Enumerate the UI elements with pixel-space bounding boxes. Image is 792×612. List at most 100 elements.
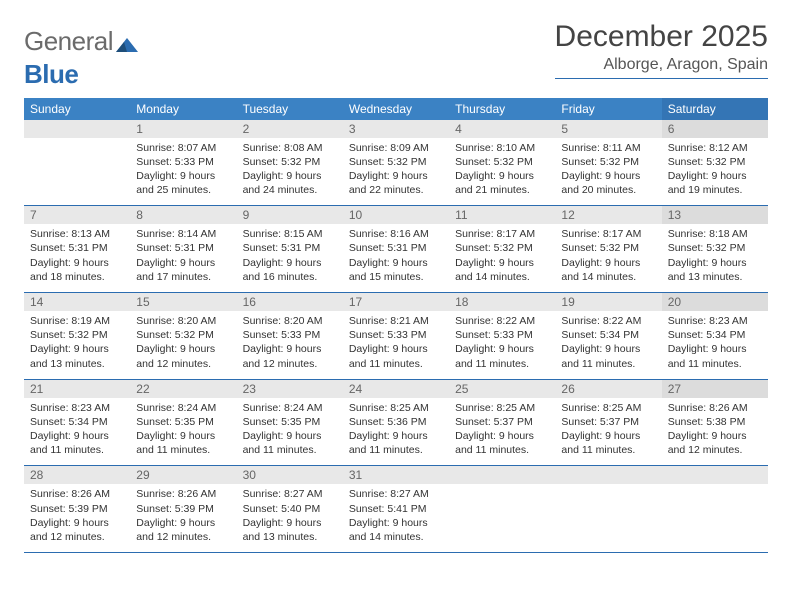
day-number: 11 (449, 206, 555, 224)
day-cell (24, 120, 130, 206)
daylight-line: Daylight: 9 hours and 14 minutes. (349, 516, 443, 544)
sunrise-line: Sunrise: 8:23 AM (30, 401, 124, 415)
day-number: 22 (130, 380, 236, 398)
sunset-line: Sunset: 5:40 PM (243, 502, 337, 516)
day-body: Sunrise: 8:23 AMSunset: 5:34 PMDaylight:… (662, 311, 768, 379)
day-body: Sunrise: 8:25 AMSunset: 5:37 PMDaylight:… (449, 398, 555, 466)
day-cell (662, 466, 768, 553)
dayhead-friday: Friday (555, 98, 661, 120)
day-number: 7 (24, 206, 130, 224)
day-number (24, 120, 130, 138)
day-cell: 29Sunrise: 8:26 AMSunset: 5:39 PMDayligh… (130, 466, 236, 553)
sunrise-line: Sunrise: 8:25 AM (561, 401, 655, 415)
sunset-line: Sunset: 5:34 PM (30, 415, 124, 429)
day-cell: 28Sunrise: 8:26 AMSunset: 5:39 PMDayligh… (24, 466, 130, 553)
brand-text: GeneralBlue (24, 26, 138, 90)
sunrise-line: Sunrise: 8:08 AM (243, 141, 337, 155)
day-body: Sunrise: 8:19 AMSunset: 5:32 PMDaylight:… (24, 311, 130, 379)
sunrise-line: Sunrise: 8:13 AM (30, 227, 124, 241)
sunrise-line: Sunrise: 8:26 AM (30, 487, 124, 501)
day-cell: 17Sunrise: 8:21 AMSunset: 5:33 PMDayligh… (343, 293, 449, 380)
day-number: 10 (343, 206, 449, 224)
sunrise-line: Sunrise: 8:22 AM (455, 314, 549, 328)
day-cell: 25Sunrise: 8:25 AMSunset: 5:37 PMDayligh… (449, 379, 555, 466)
day-body: Sunrise: 8:20 AMSunset: 5:33 PMDaylight:… (237, 311, 343, 379)
daylight-line: Daylight: 9 hours and 22 minutes. (349, 169, 443, 197)
day-cell: 8Sunrise: 8:14 AMSunset: 5:31 PMDaylight… (130, 206, 236, 293)
sunset-line: Sunset: 5:31 PM (349, 241, 443, 255)
sunset-line: Sunset: 5:35 PM (243, 415, 337, 429)
daylight-line: Daylight: 9 hours and 11 minutes. (243, 429, 337, 457)
day-cell: 19Sunrise: 8:22 AMSunset: 5:34 PMDayligh… (555, 293, 661, 380)
sunrise-line: Sunrise: 8:17 AM (455, 227, 549, 241)
sunset-line: Sunset: 5:41 PM (349, 502, 443, 516)
day-number: 20 (662, 293, 768, 311)
day-number: 15 (130, 293, 236, 311)
sunset-line: Sunset: 5:39 PM (30, 502, 124, 516)
day-number: 23 (237, 380, 343, 398)
calendar-table: SundayMondayTuesdayWednesdayThursdayFrid… (24, 98, 768, 553)
day-number: 5 (555, 120, 661, 138)
day-number: 28 (24, 466, 130, 484)
day-cell: 23Sunrise: 8:24 AMSunset: 5:35 PMDayligh… (237, 379, 343, 466)
sunrise-line: Sunrise: 8:09 AM (349, 141, 443, 155)
day-body (555, 484, 661, 544)
daylight-line: Daylight: 9 hours and 11 minutes. (349, 342, 443, 370)
day-cell: 12Sunrise: 8:17 AMSunset: 5:32 PMDayligh… (555, 206, 661, 293)
day-cell: 22Sunrise: 8:24 AMSunset: 5:35 PMDayligh… (130, 379, 236, 466)
dayhead-tuesday: Tuesday (237, 98, 343, 120)
sunrise-line: Sunrise: 8:21 AM (349, 314, 443, 328)
day-number: 8 (130, 206, 236, 224)
sunrise-line: Sunrise: 8:19 AM (30, 314, 124, 328)
daylight-line: Daylight: 9 hours and 21 minutes. (455, 169, 549, 197)
day-body: Sunrise: 8:18 AMSunset: 5:32 PMDaylight:… (662, 224, 768, 292)
header: GeneralBlue December 2025 Alborge, Arago… (24, 20, 768, 90)
sunset-line: Sunset: 5:32 PM (561, 241, 655, 255)
day-number (555, 466, 661, 484)
daylight-line: Daylight: 9 hours and 11 minutes. (561, 429, 655, 457)
sunrise-line: Sunrise: 8:20 AM (243, 314, 337, 328)
day-body: Sunrise: 8:27 AMSunset: 5:41 PMDaylight:… (343, 484, 449, 552)
day-body: Sunrise: 8:22 AMSunset: 5:33 PMDaylight:… (449, 311, 555, 379)
day-cell: 10Sunrise: 8:16 AMSunset: 5:31 PMDayligh… (343, 206, 449, 293)
sunset-line: Sunset: 5:33 PM (136, 155, 230, 169)
dayhead-wednesday: Wednesday (343, 98, 449, 120)
sunset-line: Sunset: 5:32 PM (243, 155, 337, 169)
day-body (449, 484, 555, 544)
day-body: Sunrise: 8:12 AMSunset: 5:32 PMDaylight:… (662, 138, 768, 206)
day-number: 4 (449, 120, 555, 138)
sunrise-line: Sunrise: 8:25 AM (349, 401, 443, 415)
sunset-line: Sunset: 5:39 PM (136, 502, 230, 516)
day-number: 29 (130, 466, 236, 484)
day-body: Sunrise: 8:16 AMSunset: 5:31 PMDaylight:… (343, 224, 449, 292)
sunset-line: Sunset: 5:34 PM (668, 328, 762, 342)
day-number: 12 (555, 206, 661, 224)
day-cell: 4Sunrise: 8:10 AMSunset: 5:32 PMDaylight… (449, 120, 555, 206)
daylight-line: Daylight: 9 hours and 12 minutes. (243, 342, 337, 370)
day-number: 27 (662, 380, 768, 398)
day-number: 3 (343, 120, 449, 138)
day-cell: 14Sunrise: 8:19 AMSunset: 5:32 PMDayligh… (24, 293, 130, 380)
daylight-line: Daylight: 9 hours and 12 minutes. (668, 429, 762, 457)
day-number: 26 (555, 380, 661, 398)
sunrise-line: Sunrise: 8:26 AM (668, 401, 762, 415)
brand-part1: General (24, 26, 113, 56)
day-body: Sunrise: 8:23 AMSunset: 5:34 PMDaylight:… (24, 398, 130, 466)
sunset-line: Sunset: 5:37 PM (561, 415, 655, 429)
day-body: Sunrise: 8:27 AMSunset: 5:40 PMDaylight:… (237, 484, 343, 552)
daylight-line: Daylight: 9 hours and 13 minutes. (30, 342, 124, 370)
day-header-row: SundayMondayTuesdayWednesdayThursdayFrid… (24, 98, 768, 120)
day-cell: 30Sunrise: 8:27 AMSunset: 5:40 PMDayligh… (237, 466, 343, 553)
day-body: Sunrise: 8:07 AMSunset: 5:33 PMDaylight:… (130, 138, 236, 206)
daylight-line: Daylight: 9 hours and 13 minutes. (668, 256, 762, 284)
daylight-line: Daylight: 9 hours and 14 minutes. (561, 256, 655, 284)
daylight-line: Daylight: 9 hours and 16 minutes. (243, 256, 337, 284)
sunset-line: Sunset: 5:33 PM (349, 328, 443, 342)
sunrise-line: Sunrise: 8:23 AM (668, 314, 762, 328)
day-number: 14 (24, 293, 130, 311)
day-body: Sunrise: 8:17 AMSunset: 5:32 PMDaylight:… (555, 224, 661, 292)
sunset-line: Sunset: 5:32 PM (668, 155, 762, 169)
daylight-line: Daylight: 9 hours and 17 minutes. (136, 256, 230, 284)
day-number: 25 (449, 380, 555, 398)
daylight-line: Daylight: 9 hours and 12 minutes. (136, 516, 230, 544)
